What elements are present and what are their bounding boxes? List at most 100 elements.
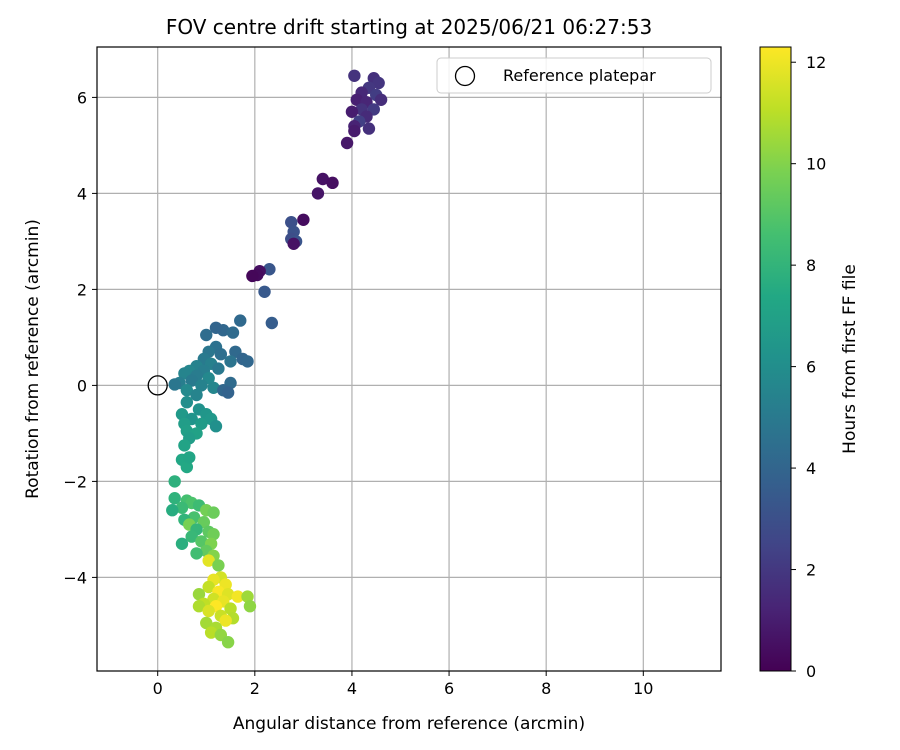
y-tick-label: 6 [77,88,87,107]
colorbar: 0 2 4 6 8 10 12 Hours from first FF file [759,46,860,681]
scatter-point [212,362,225,375]
y-tick-label: 0 [77,376,87,395]
scatter-point [195,535,208,548]
colorbar-tick-label: 12 [806,53,826,72]
y-tick-label: 4 [77,184,87,203]
colorbar-tick-label: 8 [806,256,816,275]
scatter-point [214,348,228,361]
colorbar-gradient [759,46,792,672]
scatter-point [180,460,194,474]
scatter-point [372,76,385,90]
scatter-point [285,216,298,229]
scatter-point [212,559,225,572]
scatter-point [265,316,279,330]
scatter-point [231,590,245,603]
colorbar-ticks: 0 2 4 6 8 10 12 [791,53,826,681]
plot-frame [96,46,722,672]
x-axis-ticks: 0 2 4 6 8 10 [153,671,653,698]
scatter-point [234,314,247,327]
scatter-point [180,384,194,397]
reference-platepar-marker [147,375,168,396]
scatter-point [362,122,376,135]
x-tick-label: 2 [250,679,260,698]
scatter-point [202,604,215,618]
scatter-point [178,439,191,452]
scatter-point [202,580,215,594]
colorbar-tick-label: 0 [806,662,816,681]
x-tick-label: 0 [153,679,163,698]
scatter-point [207,528,220,541]
y-tick-label: 2 [77,280,87,299]
scatter-point [207,381,220,394]
x-tick-label: 4 [347,679,357,698]
colorbar-label: Hours from first FF file [840,264,860,454]
scatter-point [348,124,361,138]
scatter-point [340,136,354,150]
scatter-point [195,417,208,430]
colorbar-tick-label: 6 [806,358,816,377]
scatter-point [374,93,388,107]
scatter-point [185,530,198,543]
scatter-point [175,501,189,514]
scatter-point [311,187,325,200]
scatter-point [168,378,181,391]
y-tick-label: −4 [63,568,87,587]
legend-label-reference: Reference platepar [503,66,656,85]
scatter-point [204,626,218,639]
scatter-point [195,379,208,392]
scatter-point [326,176,339,190]
scatter-point [190,547,203,560]
colorbar-tick-label: 10 [806,155,826,174]
scatter-point [258,285,271,298]
scatter-point [207,506,220,519]
scatter-point [224,602,237,615]
scatter-point [316,172,330,186]
scatter-point [200,616,213,630]
y-axis-label: Rotation from reference (arcmin) [23,219,43,499]
scatter-point [243,600,257,613]
scatter-point [221,386,235,399]
data-points [147,69,388,649]
x-tick-label: 6 [444,679,454,698]
scatter-point [224,355,237,368]
scatter-point [241,355,254,368]
legend: Reference platepar [436,57,712,94]
scatter-point [348,69,361,83]
scatter-point [241,590,254,603]
scatter-point [246,269,259,283]
scatter-point [168,475,181,488]
scatter-point [226,326,240,339]
legend-box [436,57,712,94]
scatter-point [209,420,223,433]
scatter-point [209,321,223,334]
scatter-point [190,388,203,402]
grid-lines [97,47,721,671]
scatter-point [345,105,359,119]
colorbar-tick-label: 4 [806,459,816,478]
y-axis-ticks: −4 −2 0 2 4 6 [63,88,97,587]
scatter-point [185,374,198,387]
scatter-point [192,588,206,601]
scatter-point [180,396,194,409]
scatter-point [166,504,179,517]
x-tick-label: 10 [633,679,653,698]
scatter-point [219,614,232,627]
legend-marker-reference [454,65,476,87]
scatter-point [175,537,189,550]
x-tick-label: 8 [541,679,551,698]
x-axis-label: Angular distance from reference (arcmin) [233,714,585,734]
scatter-point [183,451,196,464]
scatter-point [297,213,310,226]
scatter-point [263,263,276,276]
scatter-point [200,328,213,342]
scatter-point [175,408,189,421]
scatter-point [287,237,300,250]
scatter-point [168,492,181,505]
scatter-point [202,554,215,567]
colorbar-tick-label: 2 [806,561,816,580]
chart-title: FOV centre drift starting at 2025/06/21 … [166,15,652,39]
scatter-point [350,93,363,107]
y-tick-label: −2 [63,472,87,491]
scatter-point [192,600,206,613]
